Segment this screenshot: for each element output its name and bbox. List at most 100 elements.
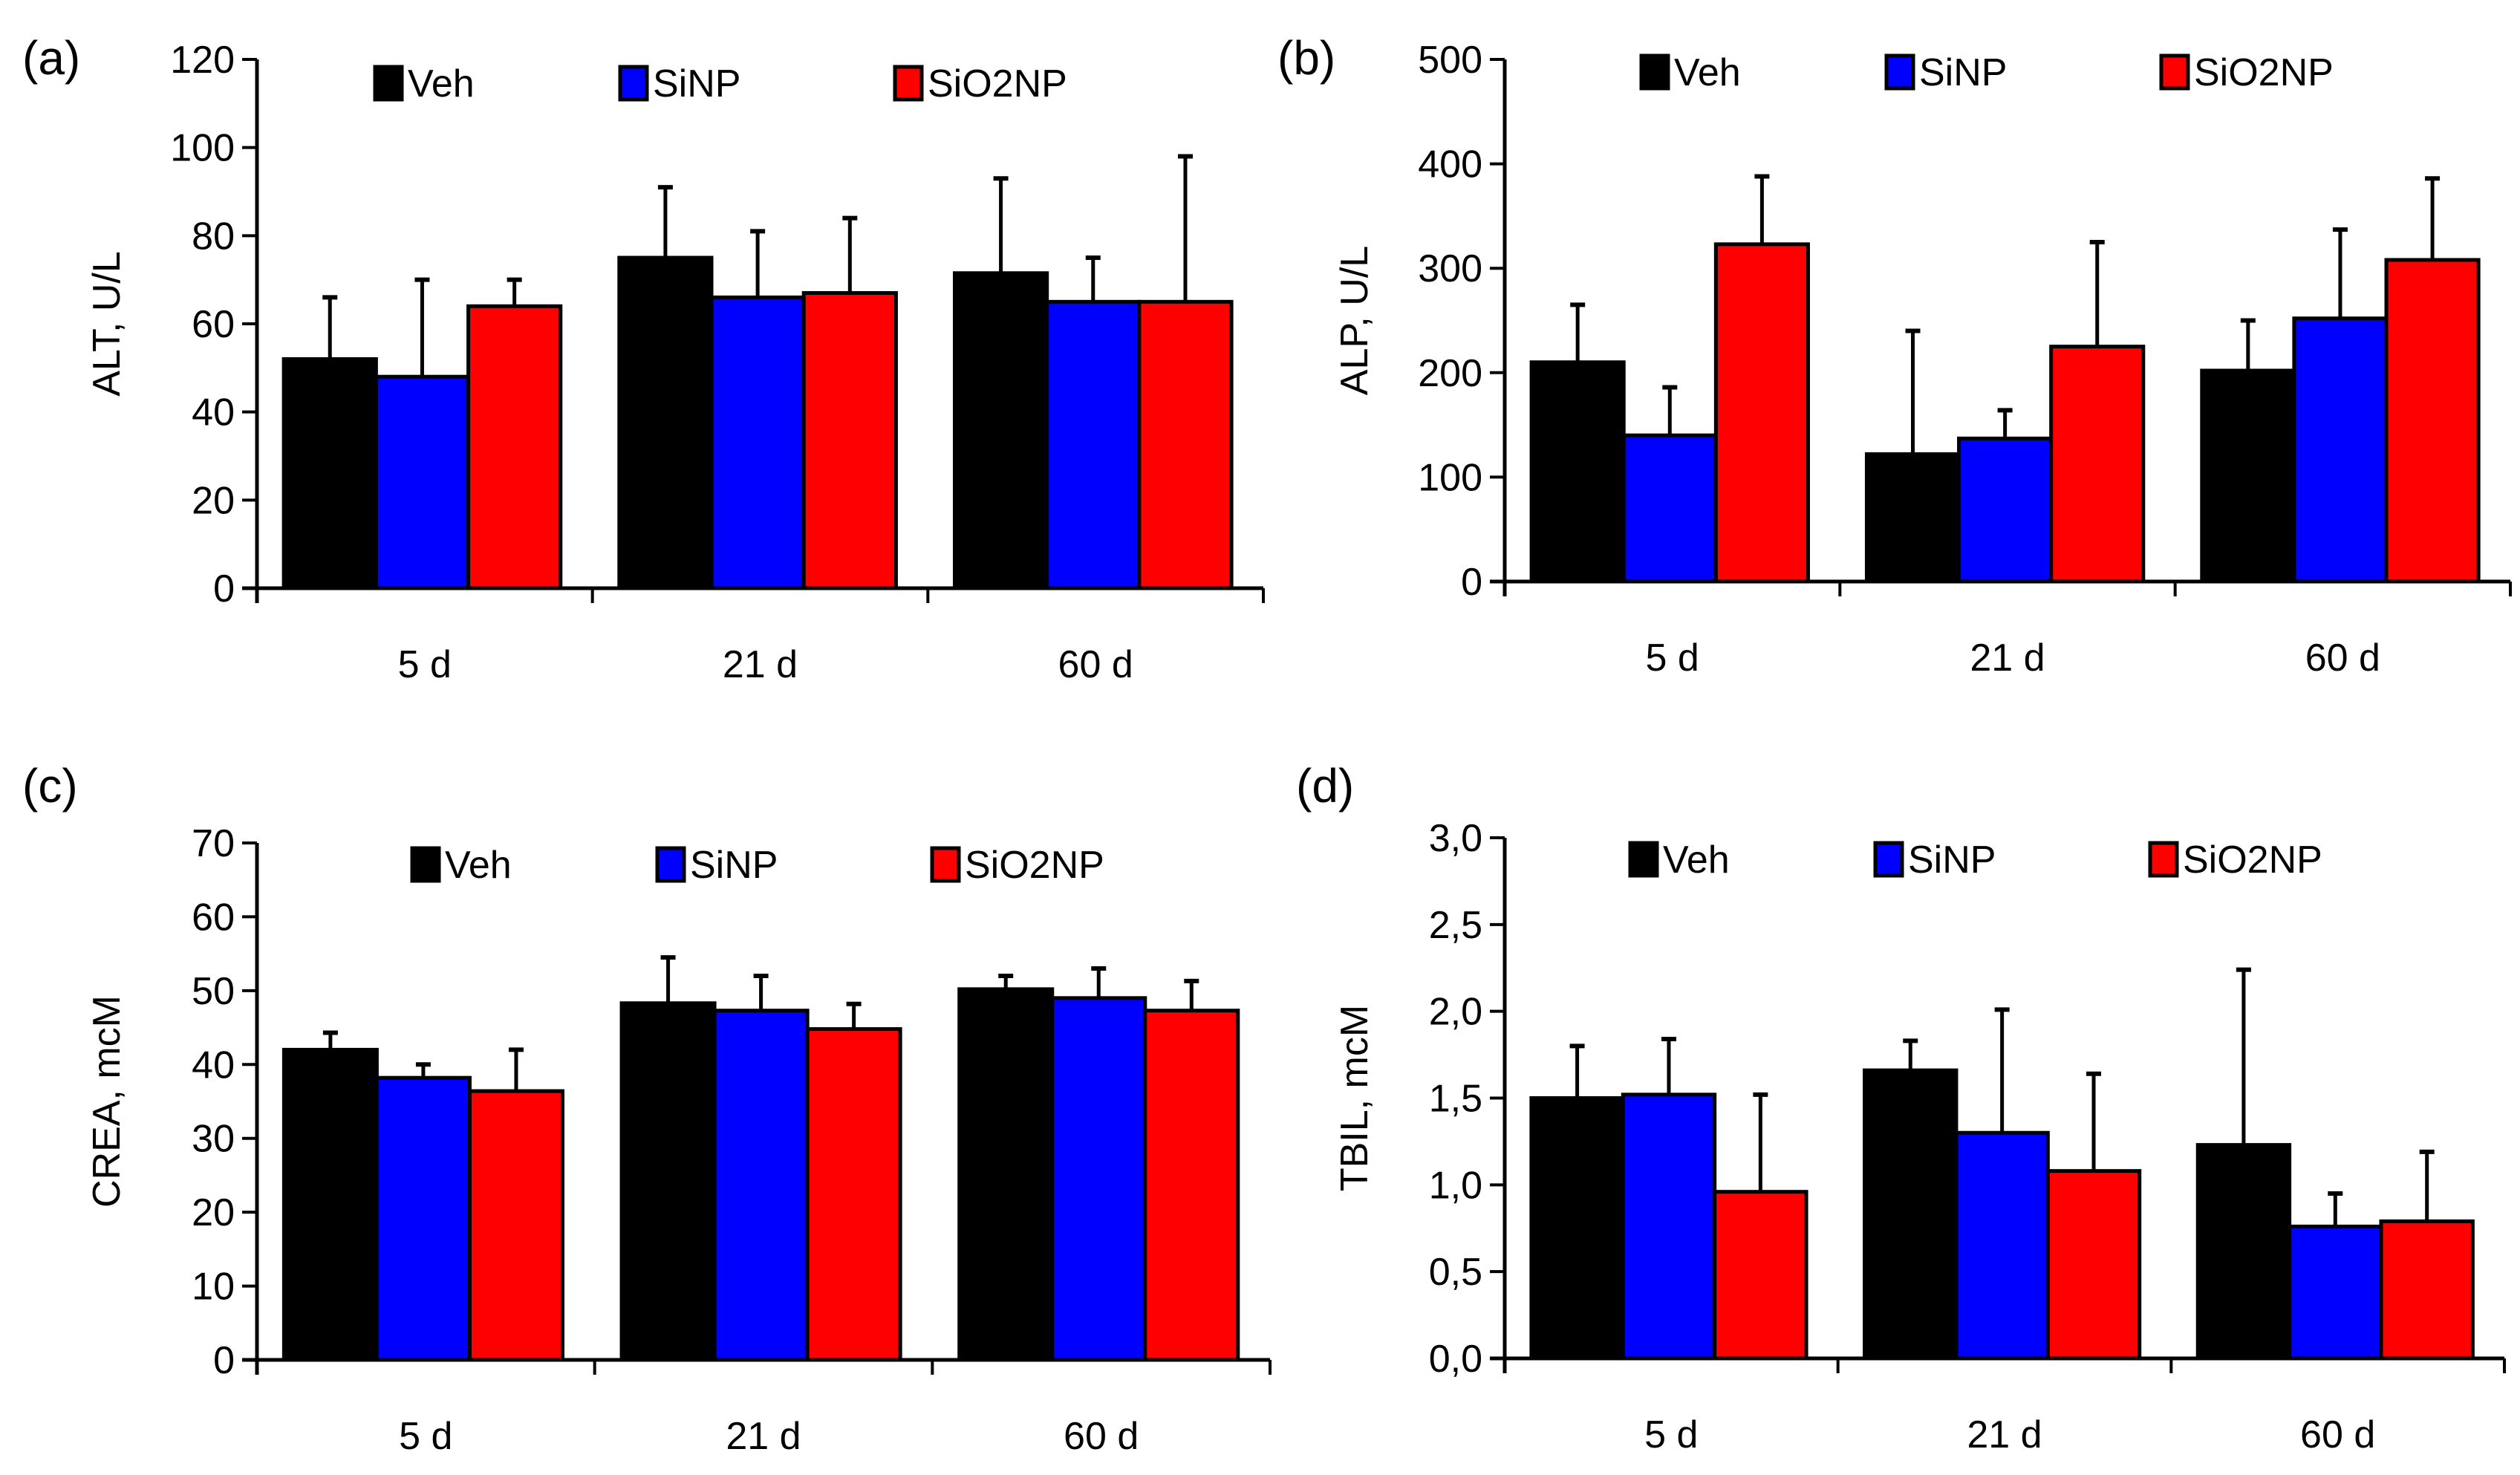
bar-veh-60d [957, 987, 1055, 1362]
bar-sio2np-5d [1713, 242, 1810, 584]
bar-sio2np-21d [805, 1027, 902, 1362]
chart-panel-4: (d) TBIL, mcM 5 d 21 d 60 d 0,0 0,5 1,0 1,5 2,0 2,… [1296, 759, 2506, 1456]
legend-swatch-sio2np [893, 65, 924, 102]
bar-veh-60d [2200, 368, 2296, 584]
legend-label-sio2np: SiO2NP [2183, 839, 2322, 882]
bar-sinp-60d [2288, 1224, 2383, 1361]
y-tick-label: 0,0 [1429, 1338, 1482, 1381]
bar-sio2np-21d [801, 290, 898, 590]
bar-sio2np-21d [2049, 345, 2146, 584]
y-axis-label: TBIL, mcM [1333, 1005, 1376, 1191]
y-tick-label: 100 [1418, 456, 1482, 499]
y-tick-label: 2,0 [1429, 991, 1482, 1034]
x-tick-label: 21 d [726, 1415, 801, 1458]
bar-sio2np-60d [2384, 258, 2481, 584]
panel-label: (c) [22, 759, 78, 813]
y-tick-label: 0,5 [1429, 1251, 1482, 1294]
legend-swatch-sinp [1884, 53, 1915, 91]
legend-label-sinp: SiNP [653, 62, 740, 105]
bar-sio2np-60d [1143, 1009, 1240, 1362]
legend-label-sinp: SiNP [1908, 839, 1996, 882]
bar-sio2np-21d [2045, 1169, 2142, 1361]
legend-swatch-veh [1628, 841, 1659, 878]
bar-veh-5d [1529, 1096, 1625, 1361]
panel-label: (b) [1277, 31, 1335, 85]
bar-veh-60d [2195, 1143, 2292, 1361]
panel-label: (a) [22, 31, 80, 85]
x-tick-label: 5 d [398, 643, 452, 686]
bar-sinp-21d [1957, 436, 2054, 584]
x-tick-label: 21 d [1967, 1413, 2042, 1456]
y-tick-label: 60 [192, 303, 235, 346]
legend-label-veh: Veh [408, 62, 475, 105]
y-tick-label: 100 [170, 127, 235, 170]
bar-veh-60d [952, 271, 1049, 590]
legend-swatch-sio2np [2159, 53, 2190, 91]
legend-label-sio2np: SiO2NP [928, 62, 1067, 105]
legend-swatch-sinp [1873, 841, 1904, 878]
bar-veh-5d [281, 356, 378, 590]
bar-veh-5d [1529, 360, 1626, 584]
y-tick-label: 70 [192, 822, 235, 865]
y-tick-label: 40 [192, 391, 235, 434]
x-tick-label: 60 d [2305, 636, 2380, 680]
bar-sinp-5d [1621, 433, 1718, 584]
chart-panel-2: (b) ALP, U/L 5 d 21 d 60 d 0 100 200 300 400 500 Ve… [1277, 31, 2512, 680]
legend-swatch-sinp [655, 846, 686, 883]
legend-swatch-sio2np [930, 846, 961, 883]
y-tick-label: 20 [192, 479, 235, 522]
y-tick-label: 0 [213, 567, 235, 610]
legend-label-sinp: SiNP [1919, 51, 2007, 94]
x-tick-label: 5 d [1646, 636, 1699, 680]
y-tick-label: 20 [192, 1191, 235, 1234]
y-tick-label: 10 [192, 1266, 235, 1309]
bar-veh-5d [281, 1047, 379, 1362]
y-tick-label: 120 [170, 39, 235, 82]
y-tick-label: 3,0 [1429, 817, 1482, 860]
bar-sinp-5d [374, 1075, 472, 1362]
bar-veh-21d [619, 1001, 717, 1362]
bar-sinp-21d [712, 1009, 810, 1362]
x-tick-label: 21 d [1970, 636, 2045, 680]
y-axis-label: ALT, U/L [85, 251, 128, 397]
bar-veh-21d [617, 255, 714, 590]
bar-sio2np-5d [466, 304, 563, 590]
x-tick-label: 60 d [1058, 643, 1133, 686]
chart-panel-1: (a) ALT, U/L 5 d 21 d 60 d 0 20 40 60 80 100 120 Veh… [22, 31, 1265, 686]
panel-label: (d) [1296, 759, 1354, 813]
x-tick-label: 21 d [723, 643, 798, 686]
y-tick-label: 500 [1418, 39, 1482, 82]
bar-sio2np-60d [1137, 299, 1234, 590]
legend-swatch-veh [1639, 53, 1670, 91]
x-tick-label: 5 d [399, 1415, 452, 1458]
bar-sio2np-5d [1713, 1190, 1808, 1361]
bar-sinp-60d [1050, 996, 1147, 1362]
legend-label-sinp: SiNP [690, 844, 778, 887]
y-tick-label: 60 [192, 896, 235, 939]
y-tick-label: 40 [192, 1043, 235, 1087]
y-tick-label: 200 [1418, 352, 1482, 395]
legend-swatch-veh [373, 65, 404, 102]
y-axis-label: CREA, mcM [85, 995, 128, 1208]
y-tick-label: 0 [213, 1339, 235, 1382]
y-tick-label: 2,5 [1429, 904, 1482, 947]
legend-swatch-sio2np [2148, 841, 2179, 878]
chart-panel-3: (c) CREA, mcM 5 d 21 d 60 d 0 10 20 30 40 50 60 70 Ve… [22, 759, 1272, 1458]
y-axis-label: ALP, U/L [1333, 246, 1376, 395]
y-tick-label: 1,0 [1429, 1164, 1482, 1207]
bar-sinp-5d [1621, 1093, 1717, 1361]
legend-swatch-veh [410, 846, 441, 883]
legend-label-sio2np: SiO2NP [2194, 51, 2334, 94]
y-tick-label: 400 [1418, 143, 1482, 186]
y-tick-label: 0 [1461, 561, 1482, 604]
bar-sinp-21d [1954, 1130, 2050, 1361]
x-tick-label: 5 d [1644, 1413, 1698, 1456]
bar-sinp-5d [374, 374, 471, 590]
x-tick-label: 60 d [1064, 1415, 1139, 1458]
legend-label-sio2np: SiO2NP [965, 844, 1104, 887]
y-tick-label: 50 [192, 970, 235, 1013]
bar-sinp-60d [1045, 299, 1142, 590]
legend-label-veh: Veh [1674, 51, 1741, 94]
bar-sinp-21d [709, 295, 806, 590]
legend-label-veh: Veh [445, 844, 512, 887]
